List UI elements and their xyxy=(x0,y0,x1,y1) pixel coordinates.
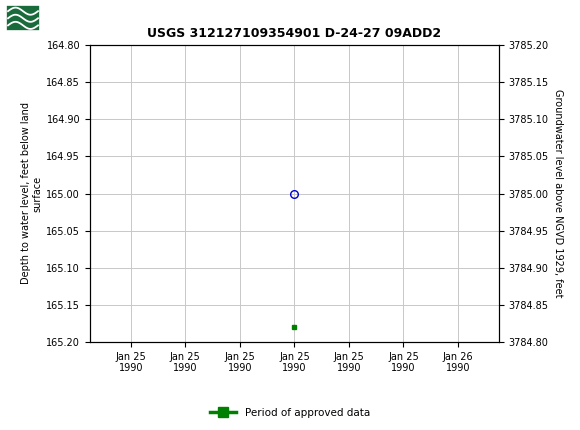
Title: USGS 312127109354901 D-24-27 09ADD2: USGS 312127109354901 D-24-27 09ADD2 xyxy=(147,27,441,40)
Y-axis label: Groundwater level above NGVD 1929, feet: Groundwater level above NGVD 1929, feet xyxy=(553,89,563,298)
Legend: Period of approved data: Period of approved data xyxy=(206,404,374,423)
Text: USGS: USGS xyxy=(44,9,95,27)
Y-axis label: Depth to water level, feet below land
surface: Depth to water level, feet below land su… xyxy=(20,102,42,285)
Bar xyxy=(6,5,40,31)
